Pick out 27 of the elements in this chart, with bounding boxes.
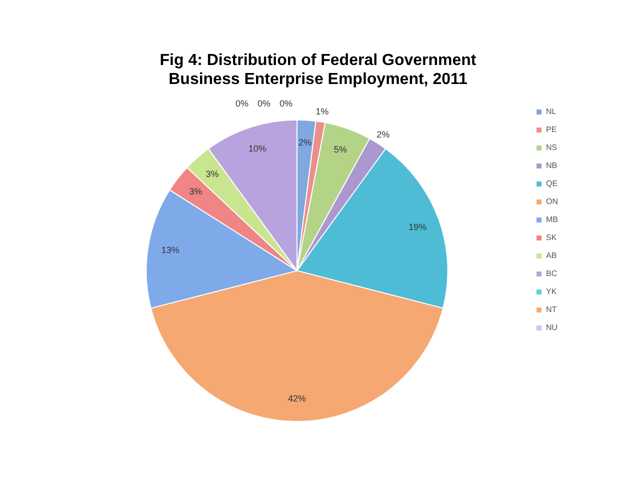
legend-label: NS: [546, 143, 558, 152]
legend-label: NL: [546, 107, 557, 116]
data-label: 2%: [298, 137, 312, 148]
legend-label: SK: [546, 233, 558, 242]
data-label: 13%: [161, 245, 180, 256]
chart-title: Fig 4: Distribution of Federal Government Business Enterprise Employment, 2011: [160, 52, 477, 88]
legend-label: AB: [546, 251, 557, 260]
legend-label: BC: [546, 269, 558, 278]
legend-label: QE: [546, 179, 558, 188]
text: 0%: [257, 98, 271, 108]
data-label: 5%: [334, 144, 347, 155]
data-label: 3%: [206, 169, 219, 180]
data-label: 2%: [376, 129, 390, 140]
legend-label: NB: [546, 161, 558, 170]
legend-label: NU: [546, 323, 558, 332]
legend-label: NT: [546, 305, 557, 314]
legend-label: MB: [546, 215, 558, 224]
data-label: 3%: [189, 186, 202, 197]
data-label: 1%: [316, 106, 329, 116]
text: 0%: [235, 98, 249, 108]
legend-label: ON: [546, 197, 558, 206]
text: 0%: [279, 98, 293, 108]
data-label: 10%: [248, 143, 266, 154]
legend-label: YK: [546, 287, 558, 296]
data-label: 19%: [408, 222, 427, 232]
data-label: 42%: [288, 393, 306, 404]
legend-label: PE: [546, 125, 557, 134]
